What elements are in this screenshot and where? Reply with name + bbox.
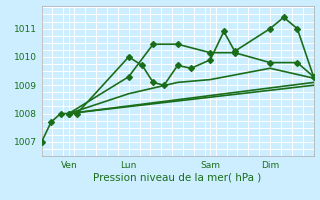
X-axis label: Pression niveau de la mer( hPa ): Pression niveau de la mer( hPa ) bbox=[93, 173, 262, 183]
